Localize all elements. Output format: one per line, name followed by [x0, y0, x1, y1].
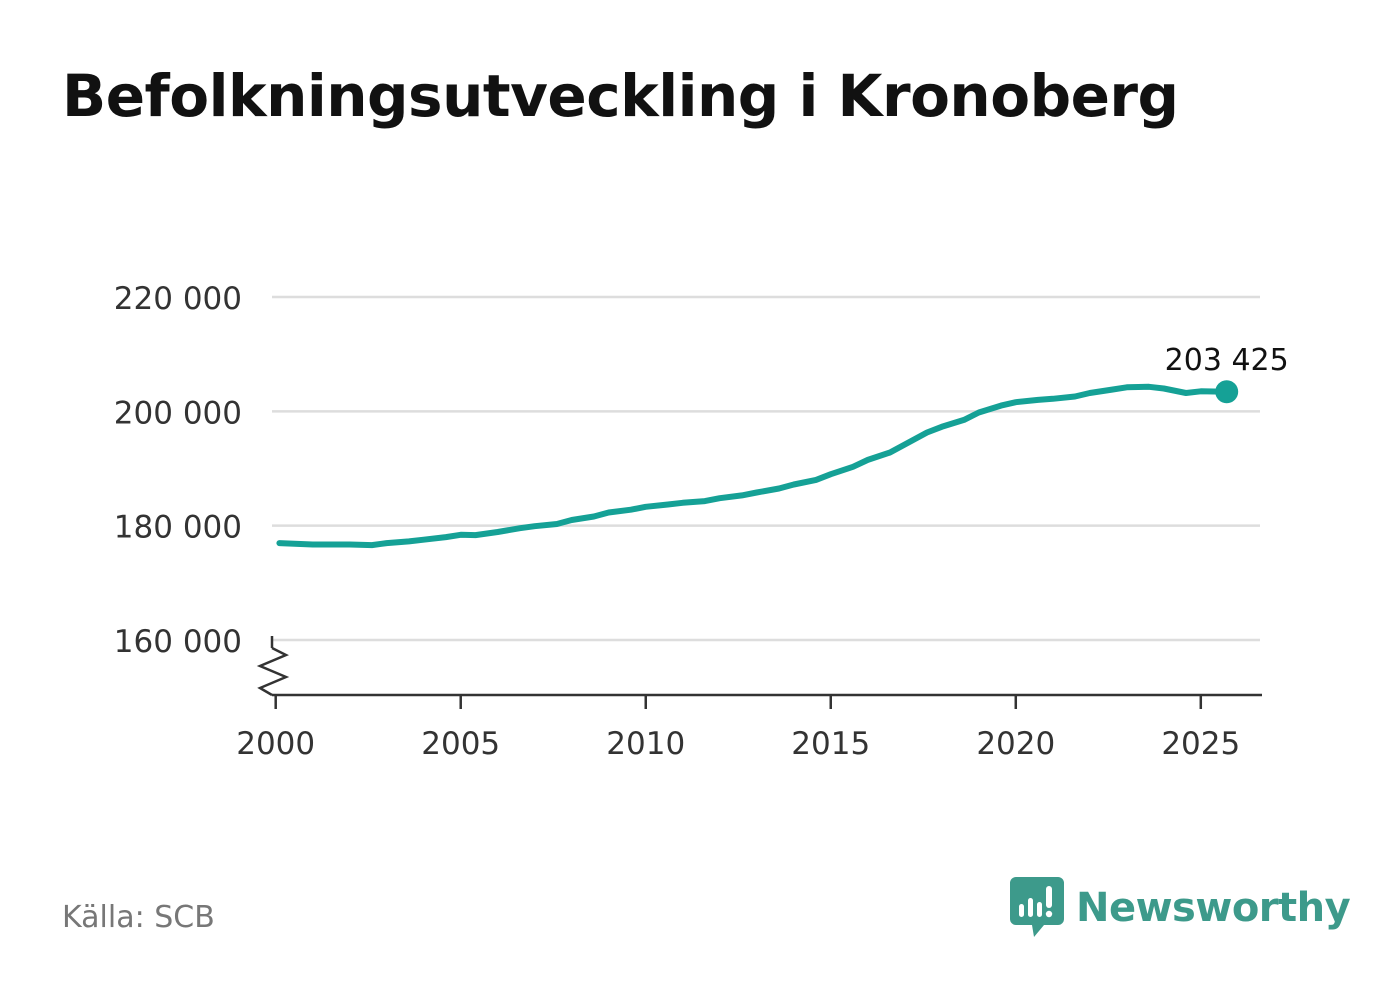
brand-logo: Newsworthy	[1010, 877, 1351, 939]
chart-title: Befolkningsutveckling i Kronoberg	[62, 62, 1179, 130]
y-axis-tick-labels: 160 000 180 000 200 000 220 000	[114, 281, 242, 660]
last-value-label: 203 425	[1165, 343, 1289, 378]
axis-break-marker	[256, 646, 290, 697]
series-group: 203 425	[276, 343, 1289, 549]
x-tick-label: 2020	[976, 726, 1055, 762]
newsworthy-logo-icon	[1010, 877, 1064, 937]
x-axis-ticks: 2000 2005 2010 2015 2020 2025	[236, 695, 1240, 762]
axes	[256, 636, 1262, 697]
y-tick-label: 220 000	[114, 281, 242, 317]
y-tick-label: 160 000	[114, 624, 242, 660]
last-value-marker	[1215, 380, 1239, 404]
gridlines	[272, 295, 1260, 642]
y-tick-label: 200 000	[114, 395, 242, 431]
x-tick-label: 2015	[791, 726, 870, 762]
brand-name: Newsworthy	[1076, 885, 1351, 931]
x-tick-label: 2025	[1161, 726, 1240, 762]
x-tick-label: 2010	[606, 726, 685, 762]
source-label: Källa: SCB	[62, 900, 215, 935]
y-tick-label: 180 000	[114, 510, 242, 546]
x-tick-label: 2000	[236, 726, 315, 762]
series-line-befolkning	[276, 383, 1230, 549]
x-tick-label: 2005	[421, 726, 500, 762]
